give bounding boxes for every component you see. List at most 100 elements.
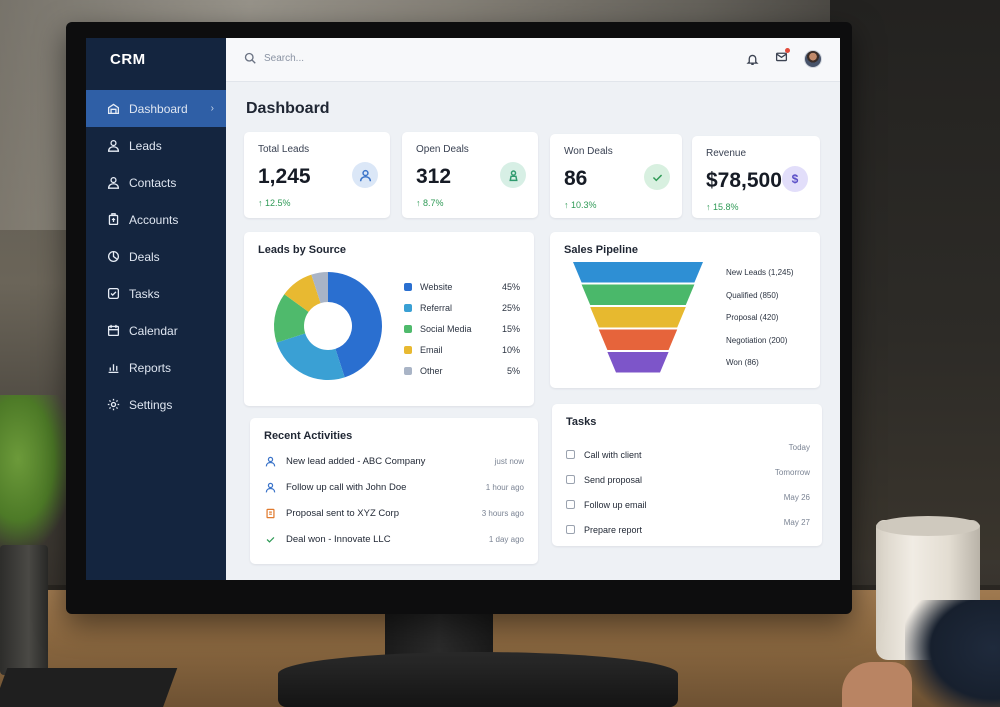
kpi-card-total-leads[interactable]: Total Leads 1,245 ↑ 12.5% bbox=[244, 132, 390, 218]
topbar: Search... bbox=[226, 38, 840, 82]
task-item[interactable]: Call with client Today bbox=[566, 442, 810, 467]
task-date: Tomorrow bbox=[774, 468, 810, 477]
kpi-value: 1,245 bbox=[258, 165, 311, 188]
donut-slice-email[interactable] bbox=[284, 274, 321, 312]
sidebar-item-accounts[interactable]: Accounts bbox=[86, 201, 226, 238]
legend-value: 10% bbox=[501, 344, 520, 355]
kpi-delta: ↑ 15.8% bbox=[706, 202, 739, 212]
donut-slice-referral[interactable] bbox=[276, 333, 345, 380]
search-icon bbox=[244, 52, 256, 64]
funnel-stage-1[interactable] bbox=[573, 262, 703, 283]
funnel-stage-label: New Leads (1,245) bbox=[726, 268, 794, 277]
sidebar-item-leads[interactable]: Leads bbox=[86, 127, 226, 164]
search-box[interactable]: Search... bbox=[244, 52, 304, 64]
legend-value: 45% bbox=[501, 281, 520, 292]
sidebar-item-deals[interactable]: Deals bbox=[86, 238, 226, 275]
bell-icon[interactable] bbox=[746, 53, 759, 66]
kpi-card-won-deals[interactable]: Won Deals 86 ↑ 10.3% bbox=[550, 134, 682, 218]
user-icon bbox=[106, 139, 120, 153]
legend-value: 15% bbox=[501, 323, 520, 334]
sidebar-item-label: Settings bbox=[129, 397, 173, 412]
kpi-card-open-deals[interactable]: Open Deals 312 ↑ 8.7% bbox=[402, 132, 538, 218]
funnel-stage-5[interactable] bbox=[607, 352, 669, 373]
activity-item[interactable]: New lead added - ABC Company just now bbox=[264, 448, 524, 474]
activity-text: New lead added - ABC Company bbox=[286, 455, 426, 467]
donut-slice-social-media[interactable] bbox=[274, 294, 309, 343]
legend-item[interactable]: Email 10% bbox=[404, 339, 520, 360]
task-checkbox[interactable] bbox=[566, 475, 575, 484]
funnel-stage-2[interactable] bbox=[581, 284, 695, 306]
kpi-delta: ↑ 12.5% bbox=[258, 198, 291, 208]
checkbox-icon bbox=[106, 287, 120, 301]
task-item[interactable]: Follow up email May 26 bbox=[566, 492, 810, 517]
leads-donut-chart bbox=[274, 272, 382, 380]
funnel-stage-label: Won (86) bbox=[726, 358, 759, 367]
task-item[interactable]: Send proposal Tomorrow bbox=[566, 467, 810, 492]
task-item[interactable]: Prepare report May 27 bbox=[566, 517, 810, 542]
avatar[interactable] bbox=[804, 50, 822, 68]
keyboard bbox=[0, 668, 178, 707]
legend-swatch bbox=[404, 366, 412, 375]
legend-item[interactable]: Website 45% bbox=[404, 276, 520, 297]
gear-icon bbox=[106, 398, 120, 412]
kpi-value: 86 bbox=[564, 167, 588, 190]
coffee-mug-rim bbox=[876, 516, 980, 536]
sidebar: CRM Dashboard › Leads Contacts Accounts bbox=[86, 38, 226, 580]
kpi-value: 312 bbox=[416, 165, 452, 188]
task-checkbox[interactable] bbox=[566, 450, 575, 459]
sidebar-item-label: Reports bbox=[129, 360, 172, 375]
brand-logo[interactable]: CRM bbox=[110, 51, 146, 68]
card-title: Recent Activities bbox=[264, 430, 353, 442]
task-name: Follow up email bbox=[584, 499, 647, 510]
activity-text: Follow up call with John Doe bbox=[286, 481, 407, 493]
activity-item[interactable]: Deal won - Innovate LLC 1 day ago bbox=[264, 526, 524, 552]
mail-button[interactable] bbox=[775, 48, 790, 68]
person-shoulder bbox=[905, 600, 1000, 707]
task-checkbox[interactable] bbox=[566, 500, 575, 509]
notification-dot bbox=[785, 48, 790, 53]
activity-time: 3 hours ago bbox=[481, 508, 524, 518]
legend-item[interactable]: Referral 25% bbox=[404, 297, 520, 318]
sidebar-item-settings[interactable]: Settings bbox=[86, 386, 226, 423]
activity-item[interactable]: Follow up call with John Doe 1 hour ago bbox=[264, 474, 524, 500]
task-name: Prepare report bbox=[584, 524, 643, 535]
kpi-label: Revenue bbox=[706, 148, 747, 159]
dashboard-icon bbox=[106, 102, 120, 116]
sidebar-item-reports[interactable]: Reports bbox=[86, 349, 226, 386]
legend-label: Social Media bbox=[420, 323, 472, 334]
check-icon bbox=[264, 533, 277, 546]
kpi-delta-value: 10.3% bbox=[571, 200, 597, 210]
funnel-stage-3[interactable] bbox=[590, 307, 686, 328]
background-shelf bbox=[830, 0, 1000, 560]
sidebar-item-label: Deals bbox=[129, 249, 160, 264]
donut-slice-other[interactable] bbox=[311, 272, 328, 304]
legend-value: 25% bbox=[501, 302, 520, 313]
person-hand bbox=[842, 662, 912, 707]
sidebar-item-label: Leads bbox=[129, 138, 162, 153]
activity-time: 1 day ago bbox=[488, 534, 524, 544]
donut-slice-website[interactable] bbox=[328, 272, 382, 378]
task-checkbox[interactable] bbox=[566, 525, 575, 534]
sidebar-item-tasks[interactable]: Tasks bbox=[86, 275, 226, 312]
user-icon bbox=[264, 481, 277, 494]
legend-item[interactable]: Social Media 15% bbox=[404, 318, 520, 339]
sidebar-item-dashboard[interactable]: Dashboard › bbox=[86, 90, 226, 127]
funnel-stage-label: Proposal (420) bbox=[726, 313, 779, 322]
plant-pot bbox=[0, 545, 48, 675]
activity-item[interactable]: Proposal sent to XYZ Corp 3 hours ago bbox=[264, 500, 524, 526]
bar-chart-icon bbox=[106, 361, 120, 375]
card-title: Leads by Source bbox=[258, 244, 347, 256]
activity-text: Proposal sent to XYZ Corp bbox=[286, 507, 399, 519]
sidebar-item-contacts[interactable]: Contacts bbox=[86, 164, 226, 201]
legend-item[interactable]: Other 5% bbox=[404, 360, 520, 381]
sidebar-item-label: Contacts bbox=[129, 175, 177, 190]
funnel-stage-4[interactable] bbox=[598, 329, 678, 351]
search-input[interactable]: Search... bbox=[264, 52, 305, 64]
sidebar-item-calendar[interactable]: Calendar bbox=[86, 312, 226, 349]
kpi-delta-value: 15.8% bbox=[713, 202, 739, 212]
document-icon bbox=[264, 507, 277, 520]
kpi-delta-value: 8.7% bbox=[423, 198, 444, 208]
kpi-delta: ↑ 8.7% bbox=[416, 198, 444, 208]
kpi-card-revenue[interactable]: Revenue $78,500 ↑ 15.8% $ bbox=[692, 136, 820, 218]
topbar-actions bbox=[746, 48, 822, 68]
